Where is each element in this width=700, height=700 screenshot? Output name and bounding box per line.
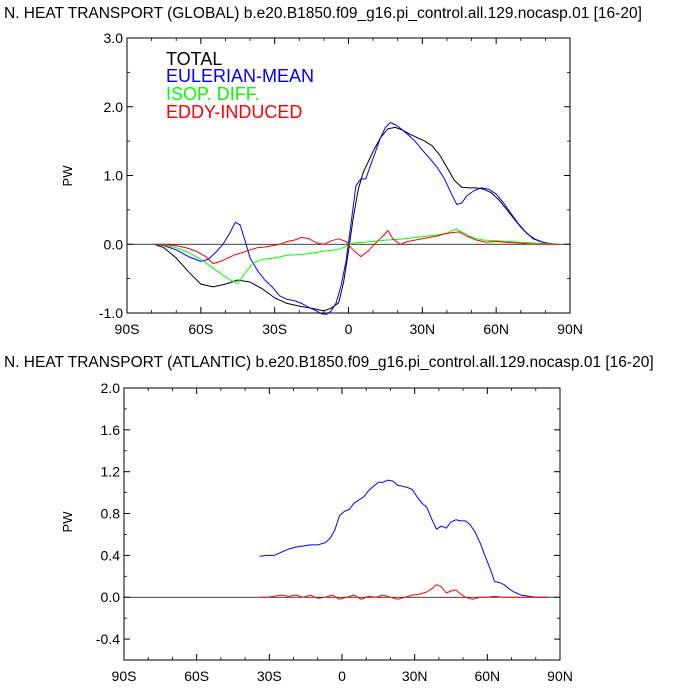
- atlantic-plot-frame: [123, 387, 561, 661]
- atlantic-y-axis-label: PW: [60, 511, 75, 533]
- y-tick-label: 0.8: [101, 506, 121, 522]
- y-tick-label: 1.0: [104, 168, 124, 184]
- series-line-eulerian-mean: [259, 479, 548, 598]
- x-tick-label: 60S: [184, 668, 209, 684]
- x-tick-label: 90N: [557, 321, 583, 337]
- global-heat-transport-panel: N. HEAT TRANSPORT (GLOBAL) b.e20.B1850.f…: [4, 5, 642, 337]
- legend-eulerian-mean: EULERIAN-MEAN: [166, 66, 314, 86]
- x-tick-label: 90S: [115, 321, 140, 337]
- y-tick-label: -0.4: [96, 631, 120, 647]
- global-legend: TOTAL EULERIAN-MEAN ISOP. DIFF. EDDY-IND…: [166, 49, 314, 122]
- x-tick-label: 0: [345, 321, 353, 337]
- y-tick-label: 0.0: [101, 589, 121, 605]
- y-tick-label: 1.6: [101, 422, 121, 438]
- x-tick-label: 30S: [262, 321, 287, 337]
- y-tick-label: 1.2: [101, 464, 121, 480]
- x-tick-label: 30N: [409, 321, 435, 337]
- global-series-lines: [153, 122, 558, 315]
- series-line-eddy-induced: [154, 230, 558, 264]
- y-tick-label: 2.0: [101, 380, 121, 396]
- legend-isop-diff: ISOP. DIFF.: [166, 84, 260, 104]
- x-tick-label: 30S: [257, 668, 282, 684]
- legend-total: TOTAL: [166, 49, 222, 69]
- y-tick-label: 3.0: [104, 30, 124, 46]
- global-chart-title: N. HEAT TRANSPORT (GLOBAL) b.e20.B1850.f…: [4, 5, 642, 22]
- y-tick-label: 2.0: [104, 99, 124, 115]
- series-line-isop-diff: [154, 228, 558, 284]
- atlantic-heat-transport-panel: N. HEAT TRANSPORT (ATLANTIC) b.e20.B1850…: [4, 354, 654, 684]
- global-axis-ticks: 90S 60S 30S 0 30N 60N 90N -1.0 0.0 1.0 2.0 3.0: [99, 30, 583, 337]
- x-tick-label: 30N: [402, 668, 428, 684]
- atlantic-chart-title: N. HEAT TRANSPORT (ATLANTIC) b.e20.B1850…: [4, 354, 654, 371]
- series-line-eddy-induced: [259, 584, 548, 600]
- x-tick-label: 60S: [188, 321, 213, 337]
- y-tick-label: -1.0: [99, 305, 123, 321]
- x-tick-label: 60N: [483, 321, 509, 337]
- legend-eddy-induced: EDDY-INDUCED: [166, 102, 302, 122]
- x-tick-label: 0: [338, 668, 346, 684]
- atlantic-series-lines: [259, 479, 548, 600]
- global-y-axis-label: PW: [60, 165, 75, 187]
- x-tick-label: 60N: [474, 668, 500, 684]
- y-tick-label: 0.0: [104, 236, 124, 252]
- global-plot-frame: [126, 37, 571, 314]
- y-tick-label: 0.4: [101, 547, 121, 563]
- x-tick-label: 90S: [112, 668, 137, 684]
- series-line-eulerian-mean: [154, 122, 558, 315]
- x-tick-label: 90N: [547, 668, 573, 684]
